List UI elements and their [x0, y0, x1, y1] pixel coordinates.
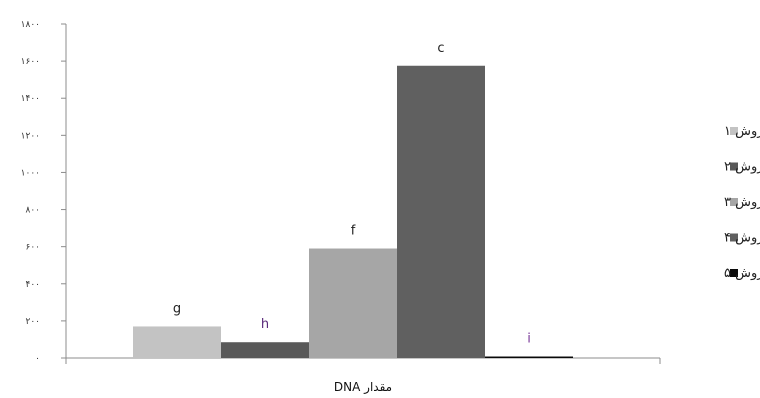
bar: [133, 326, 221, 358]
bar: [485, 356, 573, 358]
legend-label: روش ۳: [724, 195, 760, 210]
y-tick-label: ۱۴۰۰: [21, 94, 40, 104]
legend-label: روش ۱: [724, 124, 760, 139]
legend-swatch: [730, 233, 738, 242]
y-axis: ۰ ۲۰۰ ۴۰۰ ۶۰۰ ۸۰۰ ۱۰۰۰ ۱۲۰۰ ۱۴۰۰ ۱۶۰۰ ۱۸۰۰: [21, 20, 67, 364]
y-tick-label: ۲۰۰: [25, 317, 40, 327]
data-label: f: [351, 224, 356, 239]
y-tick-label: ۶۰۰: [25, 243, 40, 253]
bar: [397, 65, 485, 358]
y-tick-label: ۴۰۰: [25, 280, 40, 290]
data-label: h: [261, 317, 269, 332]
bar: [221, 342, 309, 358]
data-label: g: [173, 301, 181, 316]
data-label: c: [437, 41, 444, 56]
legend-label: روش ۴: [724, 231, 760, 246]
legend-label: روش ۲: [724, 160, 760, 175]
bars: [133, 65, 573, 358]
y-tick-label: ۱۶۰۰: [21, 57, 40, 67]
legend: روش ۱ روش ۲ روش ۳ روش ۴ روش ۵: [724, 124, 760, 281]
data-label: i: [527, 332, 531, 347]
y-tick-label: ۱۰۰۰: [21, 168, 40, 178]
y-tick-label: ۱۲۰۰: [21, 131, 40, 141]
x-axis: [65, 357, 661, 364]
y-tick-label: ۱۸۰۰: [21, 20, 40, 30]
y-tick-label: ۰: [35, 354, 40, 364]
legend-swatch: [730, 127, 738, 135]
legend-swatch: [730, 162, 738, 171]
legend-swatch: [730, 269, 738, 277]
legend-label: روش ۵: [724, 266, 760, 281]
legend-swatch: [730, 198, 738, 206]
data-labels: g h f c i: [173, 41, 531, 347]
bar: [309, 248, 397, 358]
x-axis-title: مقدار DNA: [334, 380, 392, 395]
y-tick-label: ۸۰۰: [25, 206, 40, 216]
